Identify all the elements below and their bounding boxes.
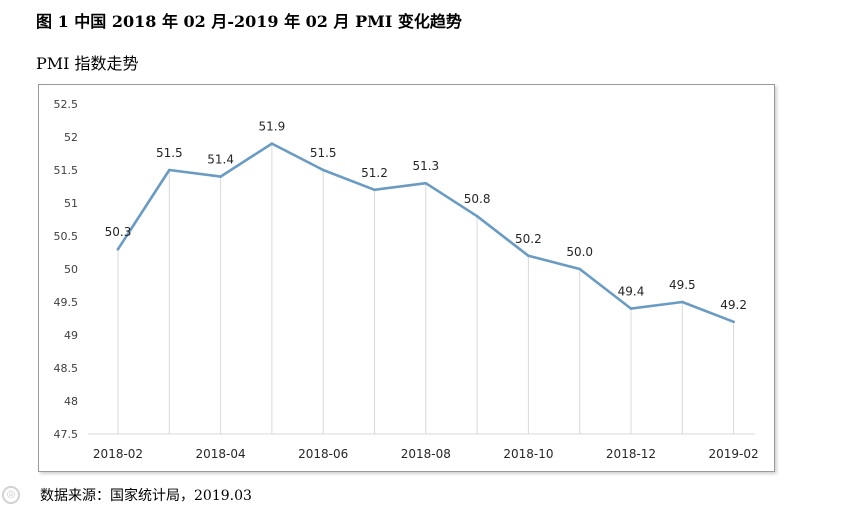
x-tick-label: 2018-08 xyxy=(401,447,451,461)
x-tick-label: 2018-06 xyxy=(298,447,348,461)
data-point xyxy=(578,267,581,271)
x-tick-label: 2018-10 xyxy=(503,447,553,461)
y-tick-label: 47.5 xyxy=(54,428,79,441)
data-label: 50.8 xyxy=(464,192,491,206)
figure-title: 图 1 中国 2018 年 02 月-2019 年 02 月 PMI 变化趋势 xyxy=(36,12,462,31)
data-label: 49.5 xyxy=(669,278,696,292)
x-tick-label: 2018-02 xyxy=(93,447,143,461)
y-tick-label: 51.5 xyxy=(54,164,79,177)
data-point xyxy=(116,247,120,251)
x-tick-label: 2018-04 xyxy=(196,447,246,461)
data-point xyxy=(629,307,633,310)
data-point xyxy=(321,168,325,172)
data-label: 50.0 xyxy=(566,245,593,259)
data-label: 51.9 xyxy=(259,120,286,134)
pmi-line-chart: 47.5 48 48.5 49 49.5 50 50.5 51 51.5 52 52.5 2018-0… xyxy=(54,98,759,461)
data-point xyxy=(219,175,222,178)
data-point xyxy=(270,142,274,145)
data-label: 50.2 xyxy=(515,232,542,246)
y-tick-label: 48.5 xyxy=(54,362,79,375)
x-tick-label: 2018-12 xyxy=(606,447,656,461)
chart-frame xyxy=(38,84,775,472)
data-label: 49.2 xyxy=(720,298,747,312)
y-tick-label: 50.5 xyxy=(54,230,79,243)
y-tick-label: 49 xyxy=(64,329,78,342)
data-label: 51.2 xyxy=(361,166,388,180)
data-label: 51.4 xyxy=(207,153,234,167)
chart-title: PMI 指数走势 xyxy=(36,54,139,73)
source-note: 数据来源：国家统计局，2019.03 xyxy=(40,488,252,504)
data-point xyxy=(168,168,171,172)
y-tick-label: 51 xyxy=(64,197,78,210)
data-label: 50.3 xyxy=(105,225,132,239)
data-label: 49.4 xyxy=(618,285,645,299)
y-tick-label: 49.5 xyxy=(54,296,79,309)
data-point xyxy=(732,320,735,324)
y-tick-label: 50 xyxy=(64,263,78,276)
data-point xyxy=(424,181,428,185)
y-tick-label: 52.5 xyxy=(54,98,79,111)
watermark: ◎ xyxy=(2,486,20,504)
watermark-logo-icon: ◎ xyxy=(2,486,20,504)
data-label: 51.3 xyxy=(412,159,439,173)
x-tick-label: 2019-02 xyxy=(709,447,759,461)
data-point xyxy=(475,214,479,218)
data-point xyxy=(527,254,530,258)
y-tick-label: 48 xyxy=(64,395,78,408)
data-point xyxy=(681,300,684,304)
data-label: 51.5 xyxy=(156,146,183,160)
y-tick-label: 52 xyxy=(64,131,78,144)
data-point xyxy=(373,188,376,192)
data-label: 51.5 xyxy=(310,146,337,160)
